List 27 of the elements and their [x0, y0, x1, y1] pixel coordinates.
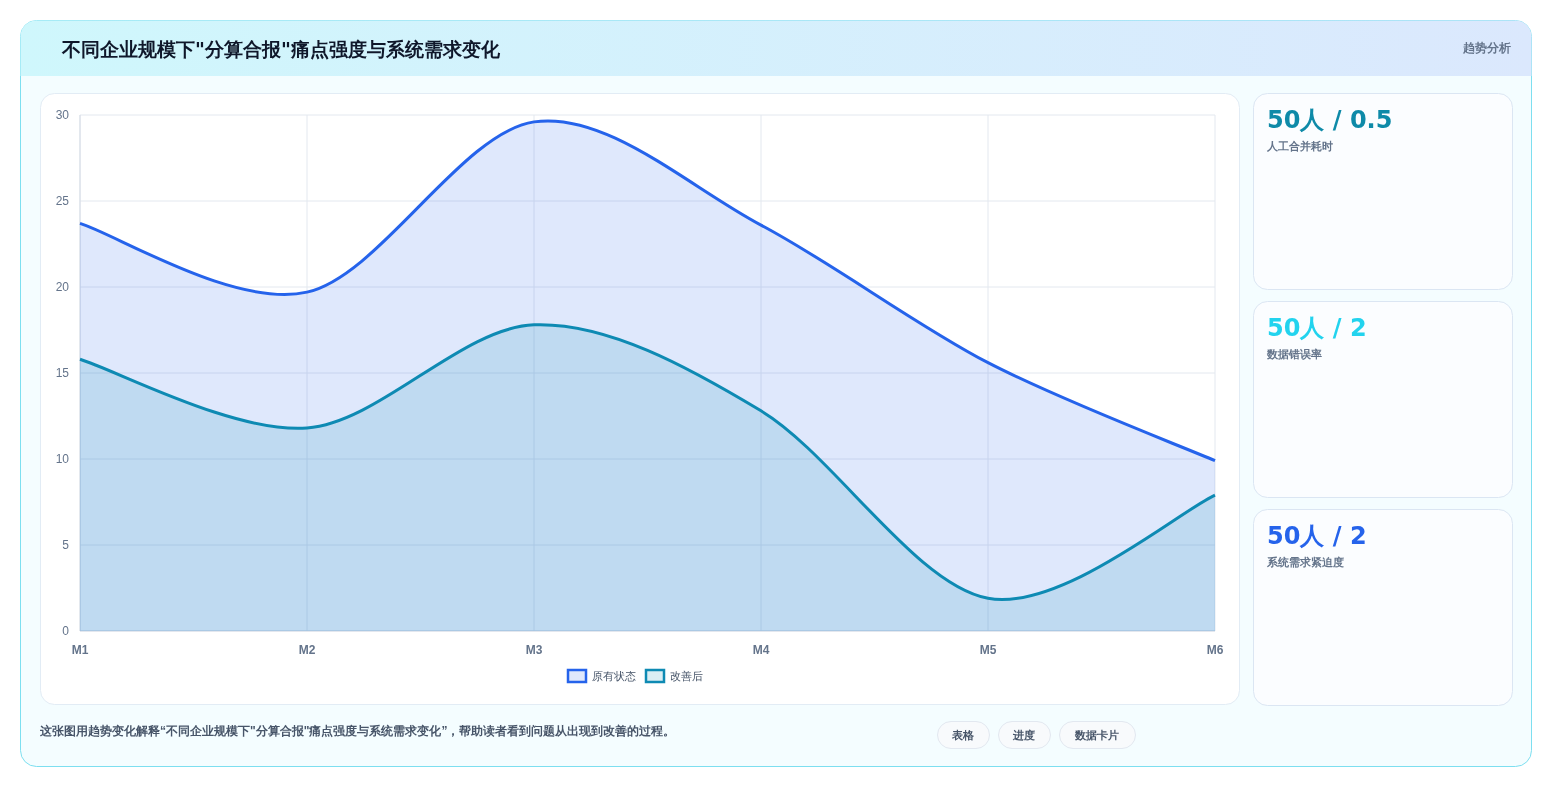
text: 表格	[951, 729, 975, 741]
text: 数据卡片	[1074, 729, 1119, 741]
text: 50人 / 2	[1267, 522, 1367, 550]
text: 50人 / 2	[1267, 314, 1367, 342]
chart-title: 不同企业规模下"分算合报"痛点强度与系统需求变化	[61, 38, 501, 60]
x-tick-label: M6	[1206, 643, 1224, 657]
x-tick-label: M5	[979, 643, 997, 657]
x-tick-label: M2	[298, 643, 316, 657]
legend-label: 改善后	[670, 670, 703, 682]
y-tick-label: 10	[55, 452, 70, 466]
y-tick-label: 25	[55, 194, 70, 208]
y-tick-label: 15	[55, 366, 70, 380]
text: 系统需求紧迫度	[1266, 556, 1344, 568]
x-tick-label: M3	[525, 643, 543, 657]
y-tick-label: 30	[55, 108, 70, 122]
text: 人工合并耗时	[1266, 140, 1333, 153]
x-tick-label: M1	[71, 643, 89, 657]
text: 数据错误率	[1266, 348, 1322, 360]
y-tick-label: 20	[55, 280, 70, 294]
text: 50人 / 0.5	[1267, 106, 1393, 134]
text: 进度	[1012, 729, 1035, 741]
text: 趋势分析	[1462, 41, 1511, 55]
y-tick-label: 0	[62, 624, 70, 638]
legend-label: 原有状态	[592, 670, 636, 682]
x-tick-label: M4	[752, 643, 770, 657]
y-tick-label: 5	[62, 538, 70, 552]
text: 这张图用趋势变化解释“不同企业规模下"分算合报"痛点强度与系统需求变化”，帮助读者看到问题从出现到改善的过程。	[39, 724, 676, 738]
